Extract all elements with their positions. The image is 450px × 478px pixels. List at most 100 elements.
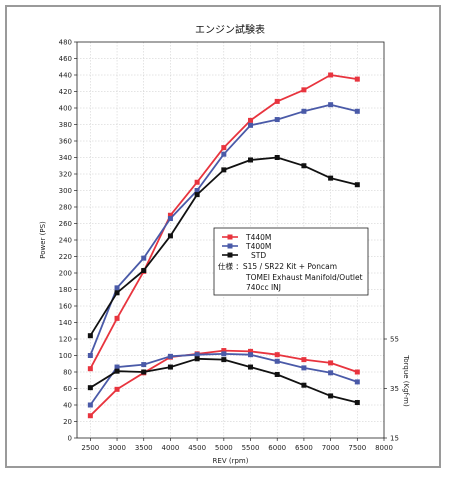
y-tick-label: 100 bbox=[59, 352, 72, 360]
data-point bbox=[248, 157, 254, 163]
x-tick-label: 5500 bbox=[242, 444, 260, 452]
y-tick-label: 120 bbox=[59, 336, 72, 344]
data-point bbox=[328, 72, 334, 78]
data-point bbox=[274, 117, 280, 123]
data-point bbox=[274, 358, 280, 364]
y-tick-label: 460 bbox=[59, 55, 72, 63]
data-point bbox=[167, 353, 173, 359]
data-point bbox=[114, 386, 120, 392]
data-point bbox=[301, 365, 307, 371]
y2-tick-label: 55 bbox=[390, 336, 399, 344]
data-point bbox=[221, 351, 227, 357]
data-point bbox=[167, 216, 173, 222]
y-tick-label: 380 bbox=[59, 121, 72, 129]
legend-entry-2: STD bbox=[222, 251, 266, 260]
y-tick-label: 440 bbox=[59, 72, 72, 80]
data-point bbox=[167, 212, 173, 218]
data-point bbox=[301, 163, 307, 169]
legend-swatch-marker bbox=[227, 243, 233, 249]
y-tick-label: 240 bbox=[59, 237, 72, 245]
data-point bbox=[87, 366, 93, 372]
data-point bbox=[87, 385, 93, 391]
legend-label: T440M bbox=[245, 233, 271, 242]
series-t400m-power bbox=[87, 102, 360, 358]
data-point bbox=[167, 364, 173, 370]
y-tick-label: 280 bbox=[59, 204, 72, 212]
series-t440m-power bbox=[87, 72, 360, 372]
y2-axis-label: Torque (Kgf-m) bbox=[402, 354, 410, 407]
data-point bbox=[194, 356, 200, 362]
x-axis-ticks: 2500 3000 3500 4000 4500 5000 5500 6000 6500 7000… bbox=[81, 438, 393, 452]
data-point bbox=[274, 352, 280, 358]
data-point bbox=[248, 348, 254, 354]
y2-tick-label: 35 bbox=[390, 385, 399, 393]
legend-swatch-marker bbox=[227, 234, 233, 240]
data-point bbox=[301, 87, 307, 93]
legend-note-exhaust: TOMEI Exhaust Manifold/Outlet bbox=[245, 273, 363, 282]
y-axis-ticks: 0 20 40 60 80 100 120 140 160 180 200 220 240 260 280 3… bbox=[59, 39, 77, 443]
data-point bbox=[194, 188, 200, 193]
y-tick-label: 420 bbox=[59, 88, 72, 96]
x-tick-label: 4500 bbox=[188, 444, 206, 452]
y-tick-label: 480 bbox=[59, 39, 72, 47]
x-tick-label: 3000 bbox=[108, 444, 126, 452]
x-tick-label: 7000 bbox=[322, 444, 340, 452]
y-tick-label: 60 bbox=[63, 385, 72, 393]
y-tick-label: 40 bbox=[63, 402, 72, 410]
legend-box bbox=[213, 227, 369, 296]
legend-entry-1: T400M bbox=[222, 242, 271, 251]
series-t400m-torque bbox=[87, 351, 360, 408]
y-tick-label: 20 bbox=[63, 418, 72, 426]
y-tick-label: 260 bbox=[59, 220, 72, 228]
legend-swatch-marker bbox=[227, 252, 233, 258]
chart-title: エンジン試験表 bbox=[195, 23, 265, 36]
data-point bbox=[328, 360, 334, 366]
y-tick-label: 400 bbox=[59, 105, 72, 113]
legend-entry-0: T440M bbox=[222, 233, 271, 242]
y-tick-label: 180 bbox=[59, 286, 72, 294]
data-point bbox=[274, 371, 280, 377]
data-point bbox=[114, 315, 120, 321]
data-point bbox=[354, 379, 360, 385]
x-axis-label: REV (rpm) bbox=[213, 457, 249, 465]
x-tick-label: 6500 bbox=[295, 444, 313, 452]
data-point bbox=[301, 108, 307, 114]
data-point bbox=[301, 357, 307, 363]
legend-label: T400M bbox=[245, 242, 271, 251]
data-point bbox=[87, 402, 93, 408]
data-point bbox=[354, 369, 360, 375]
y-tick-label: 140 bbox=[59, 319, 72, 327]
data-point bbox=[87, 333, 93, 339]
y2-tick-label: 15 bbox=[390, 435, 399, 443]
legend: T440M T400M STD 仕様 ：S15 / SR22 Kit + Pon… bbox=[213, 227, 369, 296]
data-point bbox=[328, 175, 334, 181]
data-point bbox=[114, 290, 120, 296]
x-tick-label: 2500 bbox=[81, 444, 99, 452]
data-point bbox=[194, 352, 200, 358]
y2-axis-ticks: 15 35 55 bbox=[384, 336, 399, 443]
data-point bbox=[354, 108, 360, 114]
y-tick-label: 300 bbox=[59, 187, 72, 195]
data-point bbox=[114, 364, 120, 370]
data-point bbox=[141, 255, 147, 261]
x-tick-label: 8000 bbox=[375, 444, 393, 452]
data-point bbox=[328, 102, 334, 108]
data-point bbox=[87, 413, 93, 419]
x-tick-label: 7500 bbox=[348, 444, 366, 452]
legend-note-spec: 仕様 ：S15 / SR22 Kit + Poncam bbox=[218, 261, 337, 271]
y-tick-label: 220 bbox=[59, 253, 72, 261]
data-point bbox=[354, 400, 360, 406]
x-tick-label: 4000 bbox=[162, 444, 180, 452]
x-tick-label: 5000 bbox=[215, 444, 233, 452]
data-point bbox=[274, 98, 280, 104]
series-std-torque bbox=[87, 356, 360, 406]
data-point bbox=[248, 117, 254, 123]
data-point bbox=[141, 369, 147, 375]
y-tick-label: 340 bbox=[59, 154, 72, 162]
data-point bbox=[141, 268, 147, 274]
data-point bbox=[274, 155, 280, 160]
data-point bbox=[354, 76, 360, 82]
data-point bbox=[114, 368, 120, 374]
data-point bbox=[221, 348, 227, 354]
